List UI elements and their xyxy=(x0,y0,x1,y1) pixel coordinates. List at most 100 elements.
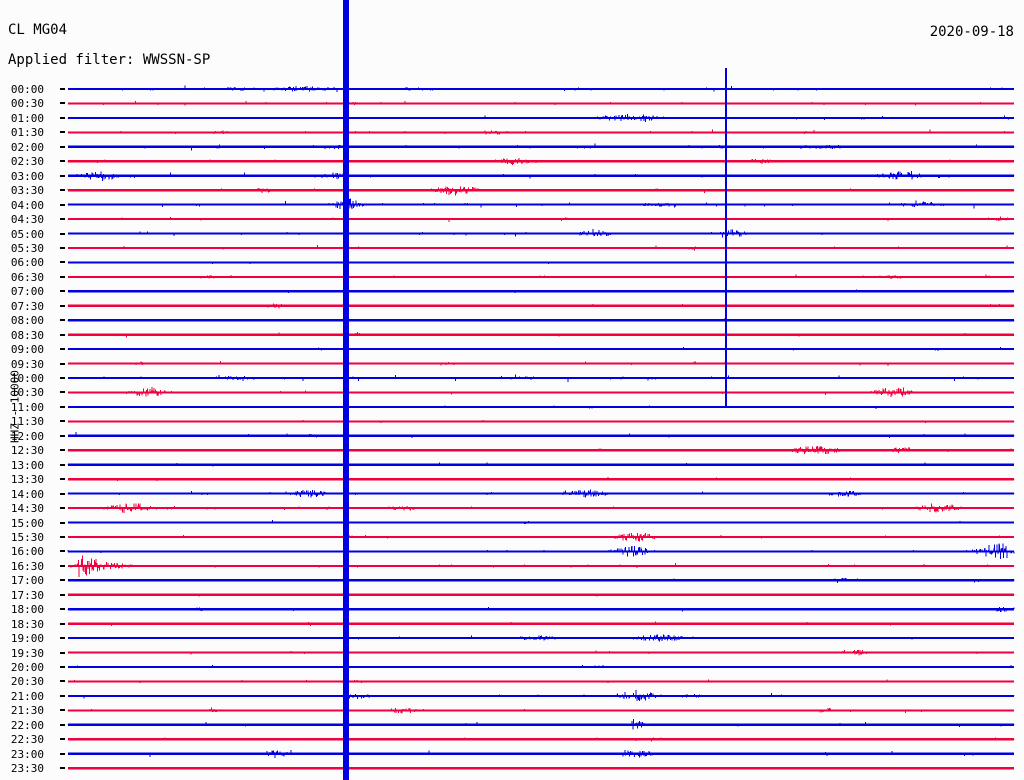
time-label-20-30: 20:30 xyxy=(10,675,44,689)
time-label-23-30: 23:30 xyxy=(10,762,44,776)
time-tick xyxy=(60,145,65,148)
time-tick xyxy=(60,752,65,755)
time-label-07-00: 07:00 xyxy=(10,285,44,299)
time-label-20-00: 20:00 xyxy=(10,661,44,674)
time-tick xyxy=(60,319,65,322)
primary-marker xyxy=(343,0,349,780)
time-label-10-30: 10:30 xyxy=(10,386,44,400)
time-label-02-30: 02:30 xyxy=(10,155,44,169)
time-label-00-30: 00:30 xyxy=(10,97,44,111)
time-label-15-30: 15:30 xyxy=(10,530,44,544)
time-label-13-00: 13:00 xyxy=(10,458,44,472)
time-label-08-30: 08:30 xyxy=(10,328,44,342)
time-tick xyxy=(60,160,65,163)
time-tick xyxy=(60,651,65,654)
time-label-04-00: 04:00 xyxy=(10,198,44,212)
time-tick xyxy=(60,275,65,278)
time-tick xyxy=(60,666,65,668)
time-tick xyxy=(60,420,65,423)
time-tick xyxy=(60,405,65,408)
time-tick xyxy=(60,434,65,437)
time-tick xyxy=(60,694,65,697)
time-tick xyxy=(60,261,65,264)
time-label-09-30: 09:30 xyxy=(10,357,44,371)
time-label-00-00: 00:00 xyxy=(10,83,44,96)
time-tick xyxy=(60,218,65,221)
time-label-01-00: 01:00 xyxy=(10,111,44,125)
time-label-19-00: 19:00 xyxy=(10,632,44,646)
time-label-11-00: 11:00 xyxy=(10,400,44,414)
time-label-14-30: 14:30 xyxy=(10,502,44,516)
time-label-22-30: 22:30 xyxy=(10,733,44,747)
time-label-22-00: 22:00 xyxy=(10,718,44,732)
time-label-16-30: 16:30 xyxy=(10,559,44,573)
time-tick xyxy=(60,564,65,567)
time-label-08-00: 08:00 xyxy=(10,314,44,328)
applied-filter-label: Applied filter: WWSSN-SP xyxy=(8,52,211,68)
time-tick xyxy=(60,579,65,582)
time-label-18-30: 18:30 xyxy=(10,617,44,631)
time-axis-labels: 00:00 00:30 01:00 01:30 02:00 02:30 03:00 03:30… xyxy=(0,0,65,780)
time-label-10-00: 10:00 xyxy=(10,372,44,385)
time-label-14-00: 14:00 xyxy=(10,487,44,501)
secondary-marker xyxy=(725,68,727,406)
time-label-21-00: 21:00 xyxy=(10,689,44,703)
time-tick xyxy=(60,246,65,249)
date-label: 2020-09-18 xyxy=(929,24,1014,40)
time-label-16-00: 16:00 xyxy=(10,545,44,559)
time-label-12-00: 12:00 xyxy=(10,429,44,443)
time-label-06-30: 06:30 xyxy=(10,270,44,284)
time-tick xyxy=(60,131,65,134)
time-tick xyxy=(60,709,65,712)
time-label-17-00: 17:00 xyxy=(10,574,44,588)
time-tick xyxy=(60,463,65,466)
time-tick xyxy=(60,102,65,105)
time-tick xyxy=(60,116,65,119)
time-tick xyxy=(60,723,65,726)
time-label-13-30: 13:30 xyxy=(10,473,44,487)
time-tick xyxy=(60,174,65,177)
time-tick xyxy=(60,189,65,192)
time-tick xyxy=(60,333,65,336)
time-label-18-00: 18:00 xyxy=(10,603,44,617)
time-tick xyxy=(60,608,65,611)
time-label-17-30: 17:30 xyxy=(10,588,44,602)
time-label-12-30: 12:30 xyxy=(10,444,44,458)
time-tick xyxy=(60,535,65,538)
time-tick xyxy=(60,203,65,206)
time-tick xyxy=(60,507,65,510)
time-tick xyxy=(60,680,65,683)
time-label-21-30: 21:30 xyxy=(10,704,44,718)
time-tick xyxy=(60,232,65,235)
time-tick xyxy=(60,622,65,625)
time-tick xyxy=(60,290,65,293)
time-tick xyxy=(60,449,65,452)
time-label-11-30: 11:30 xyxy=(10,415,44,429)
time-tick xyxy=(60,391,65,394)
time-label-05-00: 05:00 xyxy=(10,227,44,241)
time-tick xyxy=(60,738,65,741)
time-label-09-00: 09:00 xyxy=(10,343,44,357)
time-tick xyxy=(60,593,65,596)
station-name: CL MG04 xyxy=(8,22,68,38)
time-tick xyxy=(60,478,65,481)
time-tick xyxy=(60,637,65,640)
time-tick xyxy=(60,550,65,553)
time-label-06-00: 06:00 xyxy=(10,256,44,270)
time-tick xyxy=(60,521,65,524)
time-label-03-30: 03:30 xyxy=(10,184,44,198)
time-tick xyxy=(60,348,65,351)
time-label-03-00: 03:00 xyxy=(10,169,44,183)
time-label-02-00: 02:00 xyxy=(10,140,44,154)
time-label-05-30: 05:30 xyxy=(10,241,44,255)
time-tick xyxy=(60,767,65,770)
time-tick xyxy=(60,377,65,379)
time-label-23-00: 23:00 xyxy=(10,747,44,761)
time-tick xyxy=(60,492,65,495)
time-label-01-30: 01:30 xyxy=(10,126,44,140)
time-label-04-30: 04:30 xyxy=(10,213,44,227)
time-label-19-30: 19:30 xyxy=(10,646,44,660)
time-tick xyxy=(60,362,65,365)
